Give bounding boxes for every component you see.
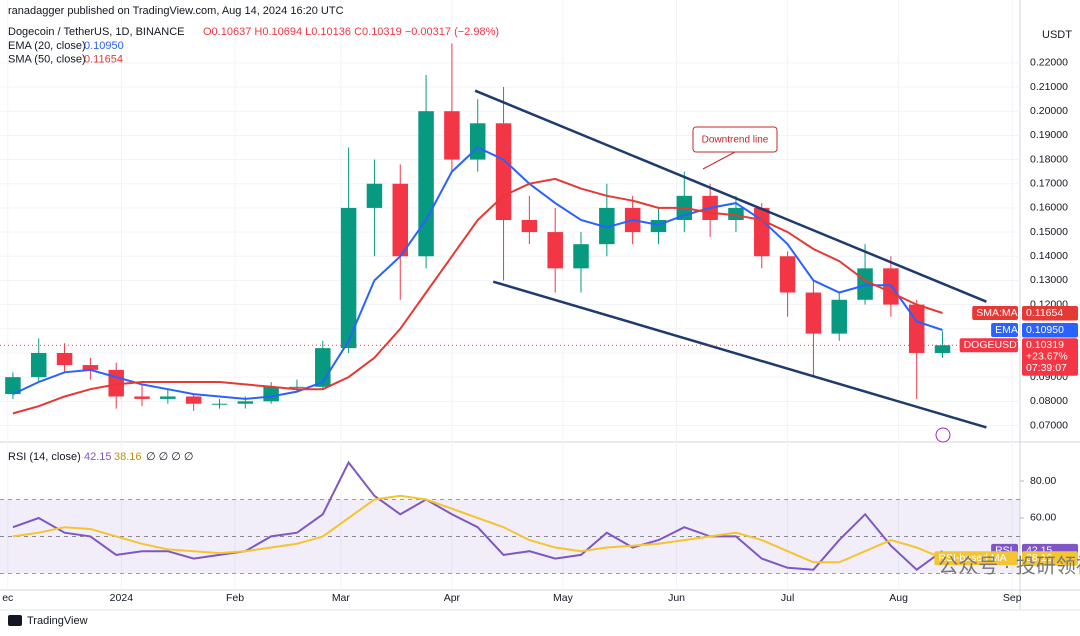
candle-body — [728, 207, 744, 220]
badge-value: 07:39:07 — [1026, 362, 1067, 374]
x-tick-label: ec — [2, 592, 13, 604]
legend-extra: ∅ ∅ ∅ ∅ — [146, 451, 194, 463]
candle-body — [211, 403, 228, 405]
symbol: Dogecoin / TetherUS, 1D, BINANCE — [8, 26, 184, 38]
legend-name: EMA (20, close) — [8, 40, 86, 52]
y-tick-label: 0.19000 — [1030, 129, 1068, 141]
badge-label: RSI-based MA — [938, 552, 1006, 564]
candle-body — [831, 299, 847, 334]
legend-value: 0.10950 — [84, 40, 124, 52]
y-tick-label: 0.07000 — [1030, 419, 1068, 431]
badge-box — [934, 551, 1018, 566]
y-tick-label: 0.08000 — [1030, 395, 1068, 407]
candle-body — [805, 292, 822, 334]
candle-body — [237, 401, 254, 404]
pane-title: RSI (14, close) — [8, 451, 81, 463]
badge-box — [1022, 338, 1078, 376]
badge-box — [972, 305, 1018, 320]
x-tick-label: Feb — [226, 592, 244, 604]
candle-body — [30, 352, 47, 378]
series-line — [12, 177, 943, 415]
badge-box — [959, 338, 1018, 353]
badge-label: EMA — [995, 324, 1018, 336]
badge-value: 0.11654 — [1026, 307, 1063, 319]
candle-body — [857, 268, 873, 300]
legend-name: SMA (50, close) — [8, 53, 86, 65]
watermark: 公众号 · 投研领袖特训营 — [938, 554, 1080, 577]
candle-body — [444, 111, 460, 160]
legend-value: 0.11654 — [84, 53, 123, 65]
publisher: ranadagger published on TradingView.com,… — [8, 5, 344, 17]
legend-value: 42.15 — [84, 451, 112, 463]
trend-line — [474, 89, 987, 303]
candle-body — [289, 386, 305, 388]
series-line — [12, 460, 944, 571]
badge-value: 0.10319 — [1026, 339, 1064, 351]
event-icon[interactable] — [935, 427, 951, 443]
candle-body — [340, 207, 357, 349]
series-line — [12, 494, 943, 564]
x-tick-label: May — [553, 592, 574, 604]
candle-body — [469, 123, 486, 160]
candle-body — [134, 396, 150, 399]
footer-logo — [8, 615, 22, 626]
x-tick-label: Jun — [668, 592, 685, 604]
y-tick-label: 0.14000 — [1030, 250, 1068, 262]
x-tick-label: Sep — [1003, 592, 1022, 604]
candle-body — [56, 352, 73, 366]
ohlc: O0.10637 H0.10694 L0.10136 C0.10319 −0.0… — [203, 26, 499, 38]
badge-box — [1022, 305, 1078, 321]
series-line — [12, 146, 943, 400]
plot: 0.070000.080000.090000.100000.110000.120… — [0, 0, 1078, 604]
y-tick-label: 60.00 — [1030, 512, 1056, 524]
y-tick-label: 0.15000 — [1030, 226, 1068, 238]
y-tick-label: 0.21000 — [1030, 81, 1068, 93]
labels: ranadagger published on TradingView.com,… — [8, 5, 1080, 627]
candle-body — [599, 207, 615, 245]
candle-body — [418, 111, 434, 257]
x-tick-label: 2024 — [110, 592, 134, 604]
candle-body — [82, 365, 99, 370]
trend-line — [492, 280, 987, 429]
badge-label: DOGEUSDT — [964, 339, 1024, 351]
currency: USDT — [1042, 29, 1072, 41]
candle-body — [185, 396, 202, 404]
y-tick-label: 0.17000 — [1030, 178, 1068, 190]
candle-body — [392, 183, 408, 257]
candle-body — [160, 396, 176, 399]
x-tick-label: Apr — [444, 592, 461, 604]
badge-value: +23.67% — [1026, 351, 1068, 363]
badge-label: SMA:MA — [976, 307, 1017, 319]
candle-body — [573, 244, 589, 269]
y-tick-label: 0.18000 — [1030, 153, 1068, 165]
y-tick-label: 0.22000 — [1030, 57, 1068, 69]
annotation-arrow — [702, 151, 736, 170]
candle-body — [521, 220, 538, 233]
badge-box — [1022, 551, 1078, 566]
candle-body — [779, 256, 796, 293]
candle-body — [366, 183, 383, 208]
candle-body — [754, 207, 770, 257]
candle-body — [5, 377, 21, 395]
candle-body — [495, 123, 512, 220]
y-tick-label: 0.16000 — [1030, 202, 1068, 214]
badge-value: 38.16 — [1026, 552, 1052, 564]
footer: TradingView — [27, 615, 88, 627]
badge-box — [1022, 323, 1078, 338]
x-tick-label: Mar — [332, 592, 351, 604]
candle-body — [263, 386, 279, 402]
annotation: Downtrend line — [702, 135, 769, 146]
badge-value: 0.10950 — [1026, 324, 1064, 336]
y-tick-label: 0.20000 — [1030, 105, 1068, 117]
candle-body — [934, 345, 951, 353]
candle-body — [547, 232, 563, 269]
badge-box — [991, 323, 1018, 337]
x-tick-label: Aug — [889, 592, 908, 604]
x-tick-label: Jul — [781, 592, 794, 604]
legend-value: 38.16 — [114, 451, 142, 463]
y-tick-label: 0.13000 — [1030, 274, 1068, 286]
y-tick-label: 80.00 — [1030, 475, 1056, 487]
